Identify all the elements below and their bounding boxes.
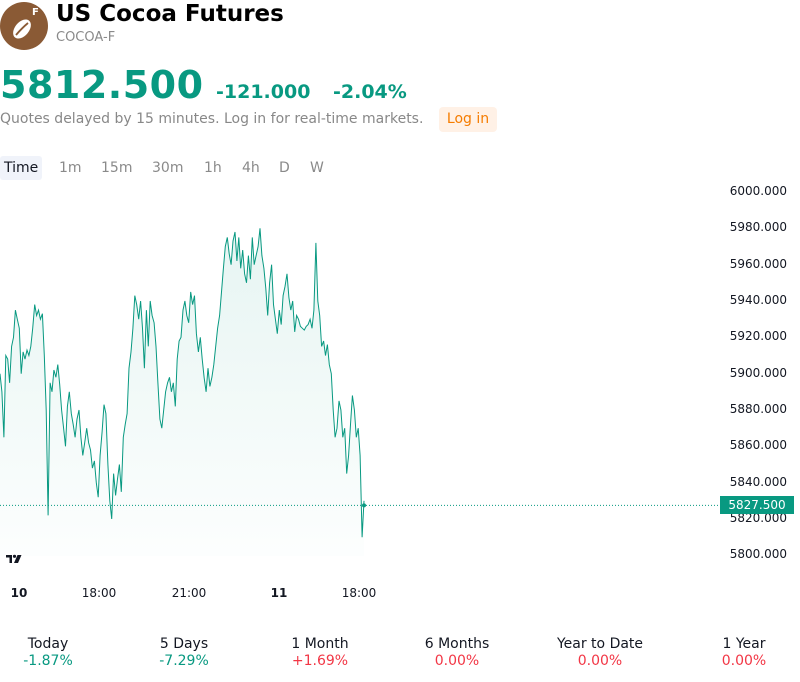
timeframe-15m[interactable]: 15m bbox=[101, 160, 133, 176]
delay-notice: Quotes delayed by 15 minutes. Log in for… bbox=[0, 111, 424, 127]
x-tick-label: 11 bbox=[270, 586, 288, 600]
y-tick-label: 5960.000 bbox=[729, 256, 787, 271]
y-tick-label: 5920.000 bbox=[729, 329, 787, 344]
performance-label: 1 Year bbox=[722, 636, 766, 652]
instrument-logo: F bbox=[0, 2, 48, 50]
y-tick-label: 5840.000 bbox=[729, 474, 787, 489]
performance-value: 0.00% bbox=[577, 653, 623, 669]
price-line bbox=[0, 228, 365, 538]
cocoa-bean-icon bbox=[13, 19, 31, 39]
price-change-percent: -2.04% bbox=[333, 81, 407, 103]
performance-label: Year to Date bbox=[556, 636, 644, 652]
performance-value: 0.00% bbox=[434, 653, 480, 669]
y-tick-label: 5900.000 bbox=[729, 365, 787, 380]
instrument-title: US Cocoa Futures bbox=[56, 1, 284, 27]
logo-badge: F bbox=[32, 7, 39, 18]
x-tick-label: 21:00 bbox=[171, 586, 207, 600]
price-change: -121.000 bbox=[216, 81, 311, 103]
timeframe-w[interactable]: W bbox=[310, 160, 324, 176]
y-tick-label: 5940.000 bbox=[729, 293, 787, 307]
timeframe-1h[interactable]: 1h bbox=[204, 160, 222, 176]
y-tick-label: 6000.000 bbox=[729, 184, 787, 198]
performance-label: Today bbox=[27, 636, 69, 652]
performance-year-to-date[interactable]: Year to Date 0.00% bbox=[535, 636, 665, 669]
y-tick-label: 5880.000 bbox=[729, 402, 787, 416]
timeframe-30m[interactable]: 30m bbox=[152, 160, 184, 176]
y-tick-label: 5860.000 bbox=[729, 438, 787, 453]
performance-value: +1.69% bbox=[291, 653, 349, 669]
timeframe-d[interactable]: D bbox=[279, 160, 290, 176]
x-tick-label: 10 bbox=[10, 586, 28, 600]
instrument-symbol: COCOA-F bbox=[56, 30, 116, 45]
performance-value: 0.00% bbox=[721, 653, 767, 669]
login-button[interactable]: Log in bbox=[439, 107, 497, 132]
y-tick-label: 5800.000 bbox=[729, 547, 787, 562]
last-price-label: 5827.500 bbox=[720, 496, 794, 515]
last-price-marker bbox=[362, 503, 366, 508]
performance-label: 5 Days bbox=[159, 636, 209, 652]
performance-value: -1.87% bbox=[23, 653, 73, 669]
performance-value: -7.29% bbox=[159, 653, 209, 669]
last-price: 5812.500 bbox=[0, 63, 204, 107]
price-chart[interactable] bbox=[0, 0, 800, 620]
x-tick-label: 18:00 bbox=[341, 586, 377, 600]
x-tick-label: 18:00 bbox=[81, 586, 117, 600]
performance-1-month[interactable]: 1 Month +1.69% bbox=[255, 636, 385, 669]
price-area-fill bbox=[0, 228, 364, 557]
timeframe-4h[interactable]: 4h bbox=[242, 160, 260, 176]
performance-today[interactable]: Today -1.87% bbox=[0, 636, 113, 669]
performance-1-year[interactable]: 1 Year 0.00% bbox=[679, 636, 800, 669]
performance-6-months[interactable]: 6 Months 0.00% bbox=[392, 636, 522, 669]
y-tick-label: 5820.000 bbox=[729, 511, 787, 525]
performance-label: 1 Month bbox=[291, 636, 349, 652]
y-tick-label: 5980.000 bbox=[729, 220, 787, 235]
timeframe-1m[interactable]: 1m bbox=[59, 160, 82, 176]
performance-label: 6 Months bbox=[424, 636, 490, 652]
performance-5-days[interactable]: 5 Days -7.29% bbox=[119, 636, 249, 669]
timeframe-time[interactable]: Time bbox=[0, 156, 43, 180]
tradingview-logo-icon[interactable] bbox=[5, 552, 23, 566]
